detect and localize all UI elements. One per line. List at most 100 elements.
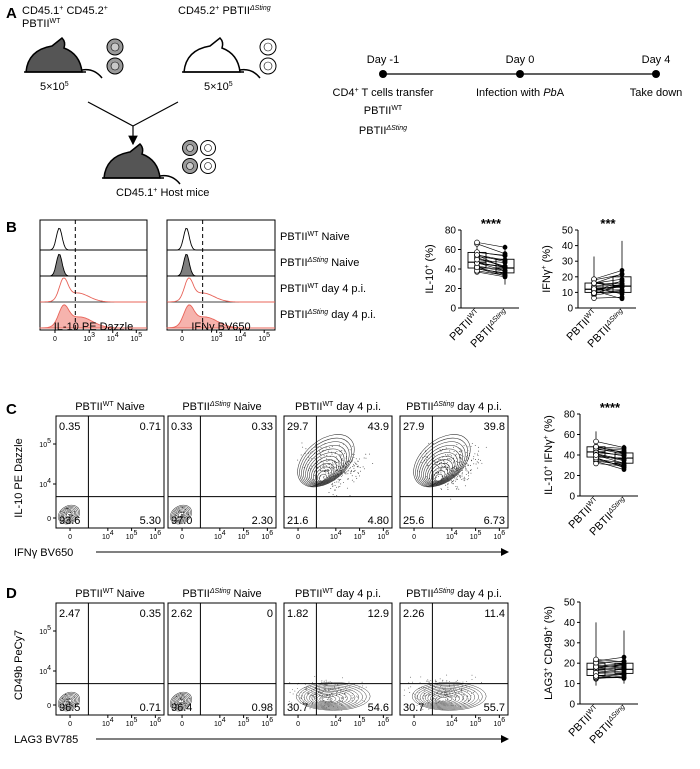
flow-dot	[465, 685, 466, 686]
flow-dot	[182, 507, 183, 508]
flow-dot	[333, 464, 334, 465]
flow-dot	[321, 682, 322, 683]
flow-dot	[179, 510, 180, 511]
flow-dot	[434, 694, 435, 695]
flow-dot	[325, 684, 326, 685]
flow-dot	[436, 464, 437, 465]
flow-dot	[327, 469, 328, 470]
flow-dot	[328, 690, 329, 691]
flow-dot	[310, 452, 311, 453]
timeline-day-minus1: Day -1	[367, 54, 399, 66]
flow-dot	[349, 690, 350, 691]
flow-dot	[448, 474, 449, 475]
flow-dot	[449, 474, 450, 475]
flow-dot	[468, 458, 469, 459]
flow-dot	[458, 469, 459, 470]
flow-dot	[435, 699, 436, 700]
flow-dot	[465, 485, 466, 486]
flow-dot	[430, 694, 431, 695]
flow-dot	[329, 460, 330, 461]
flow-dot	[305, 453, 306, 454]
flow-dot	[68, 508, 69, 509]
flow-dot	[354, 462, 355, 463]
flow-dot	[455, 697, 456, 698]
flow-dot	[437, 462, 438, 463]
flow-dot	[340, 690, 341, 691]
flow-dot	[454, 460, 455, 461]
histogram-curve	[40, 278, 147, 302]
flow-dot	[312, 702, 313, 703]
flow-dot	[463, 467, 464, 468]
flow-dot	[315, 694, 316, 695]
flow-dot	[423, 695, 424, 696]
flow-contours	[288, 424, 373, 497]
flow-dot	[333, 706, 334, 707]
flow-dot	[346, 466, 347, 467]
panel-a: A CD45.1+ CD45.2+ PBTIIWT 5×105 CD45.2+ …	[6, 5, 682, 199]
flow-dot	[460, 690, 461, 691]
flow-dot	[459, 693, 460, 694]
flow-dot	[182, 694, 183, 695]
flow-dot	[467, 463, 468, 464]
boxplot-point-wt	[594, 439, 599, 444]
flow-dot	[433, 698, 434, 699]
flow-dot	[181, 695, 182, 696]
flow-dot	[344, 451, 345, 452]
flow-dot	[352, 454, 353, 455]
flow-dot	[353, 471, 354, 472]
flow-dot	[356, 700, 357, 701]
flow-dot	[325, 472, 326, 473]
flow-dot	[426, 681, 427, 682]
flow-dot	[355, 702, 356, 703]
flow-xlabel: IFNγ BV650	[14, 547, 73, 559]
flow-dot	[438, 702, 439, 703]
flow-dot	[340, 467, 341, 468]
flow-dot	[338, 471, 339, 472]
flow-contour-ring	[404, 424, 480, 497]
flow-dot	[338, 688, 339, 689]
flow-plot-title: PBTIIΔSting Naive	[182, 588, 261, 600]
flow-quadrant-lr: 54.6	[368, 702, 389, 714]
boxplot-point-wt	[594, 444, 599, 449]
histogram-curve	[167, 278, 275, 302]
flow-dot	[452, 481, 453, 482]
flow-dot	[429, 682, 430, 683]
flow-dot	[339, 694, 340, 695]
flow-quadrant-ll: 96.4	[171, 702, 192, 714]
flow-dot	[310, 686, 311, 687]
flow-dot	[453, 705, 454, 706]
flow-dot	[349, 686, 350, 687]
flow-dot	[323, 483, 324, 484]
flow-dot	[439, 463, 440, 464]
flow-dot	[469, 700, 470, 701]
flow-dot	[180, 512, 181, 513]
flow-dot	[312, 692, 313, 693]
flow-dot	[410, 686, 411, 687]
boxplot-point-ko	[503, 272, 508, 277]
flow-dot	[342, 465, 343, 466]
flow-dot	[321, 696, 322, 697]
flow-dot	[427, 703, 428, 704]
flow-dot	[317, 468, 318, 469]
flow-dot	[472, 675, 473, 676]
flow-dot	[325, 464, 326, 465]
flow-dot	[460, 465, 461, 466]
flow-dot	[477, 461, 478, 462]
flow-dot	[434, 693, 435, 694]
flow-dot	[435, 480, 436, 481]
flow-quadrant-ll: 93.6	[59, 515, 80, 527]
flow-quadrant-ll: 97.0	[171, 515, 192, 527]
flow-dot	[312, 695, 313, 696]
flow-quadrant-ul: 2.26	[403, 608, 424, 620]
boxplot-y-tick-label: 30	[564, 638, 576, 649]
flow-dot	[441, 451, 442, 452]
timeline-event-transfer: CD4+ T cells transfer	[333, 87, 434, 99]
flow-dot	[322, 458, 323, 459]
flow-ylabel: CD49b PeCy7	[13, 630, 25, 700]
flow-plot-title: PBTIIWT day 4 p.i.	[295, 588, 381, 600]
flow-dot	[435, 464, 436, 465]
flow-dot	[352, 700, 353, 701]
flow-dot	[315, 458, 316, 459]
boxplot-y-tick-label: 10	[564, 679, 576, 690]
